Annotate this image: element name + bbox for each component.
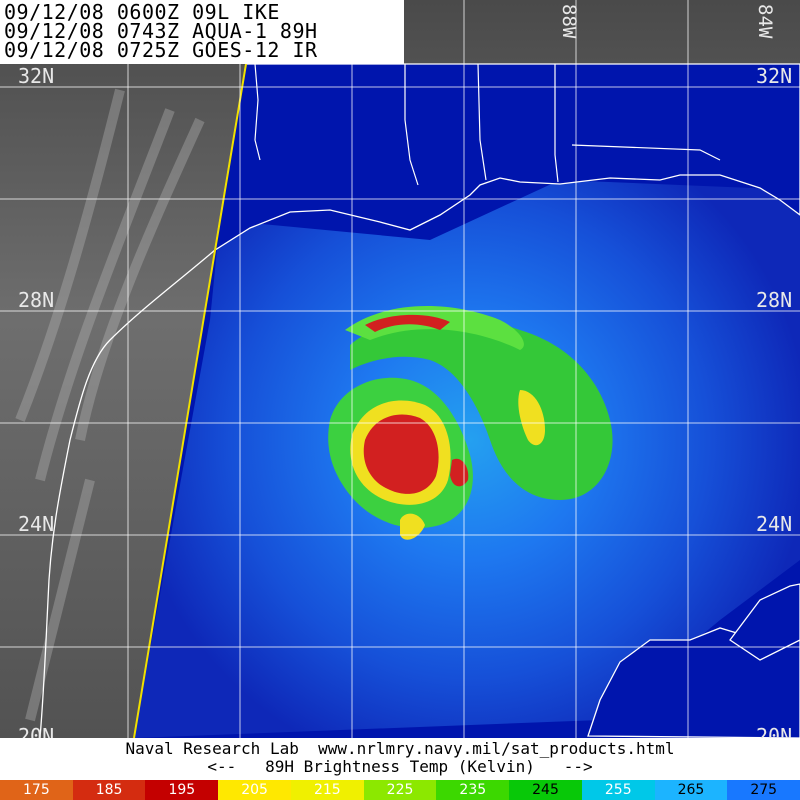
colorbar-legend: 175 185 195 205 215 225 235 245 255 265 275	[0, 780, 800, 800]
colorbar-tick: 225	[363, 780, 437, 800]
cuba-land	[729, 583, 800, 661]
hurricane-ike-structure	[328, 306, 613, 540]
ir-cloud-streaks	[15, 88, 205, 722]
credit-line: Naval Research Lab www.nrlmry.navy.mil/s…	[125, 739, 675, 758]
colorbar-tick: 265	[654, 780, 728, 800]
lat-label-right: 24N	[756, 512, 793, 536]
colorbar-tick: 175	[0, 780, 73, 800]
colorbar-tick: 185	[72, 780, 146, 800]
lat-label-right: 32N	[756, 64, 793, 88]
lat-lon-grid	[0, 0, 800, 738]
legend-title: <-- 89H Brightness Temp (Kelvin) -->	[207, 757, 593, 776]
header-info-box: 09/12/08 0600Z 09L IKE 09/12/08 0743Z AQ…	[0, 0, 404, 64]
header-line-ir: 09/12/08 0725Z GOES-12 IR	[4, 38, 318, 62]
colorbar-tick: 255	[581, 780, 655, 800]
coastline	[214, 63, 800, 739]
colorbar-tick: 275	[727, 780, 800, 800]
yucatan-land	[587, 597, 800, 739]
lon-label: 84W	[754, 4, 776, 39]
colorbar-tick: 245	[509, 780, 582, 800]
swath-edge-line	[133, 63, 247, 739]
state-borders	[254, 63, 721, 186]
header-line-storm: 09/12/08 0600Z 09L IKE	[4, 0, 280, 24]
footer-credits: Naval Research Lab www.nrlmry.navy.mil/s…	[0, 738, 800, 780]
texas-coast	[39, 249, 216, 739]
lat-label-left: 24N	[18, 512, 55, 536]
lat-label-left: 32N	[18, 64, 55, 88]
colorbar-tick: 205	[218, 780, 291, 800]
lat-label-right: 28N	[756, 288, 793, 312]
colorbar-tick: 235	[436, 780, 510, 800]
header-line-microwave: 09/12/08 0743Z AQUA-1 89H	[4, 19, 318, 43]
lon-label: 88W	[558, 4, 580, 39]
us-gulf-coast-land	[214, 63, 800, 252]
colorbar-tick: 215	[290, 780, 364, 800]
lat-label-left: 28N	[18, 288, 55, 312]
colorbar-tick: 195	[145, 780, 219, 800]
